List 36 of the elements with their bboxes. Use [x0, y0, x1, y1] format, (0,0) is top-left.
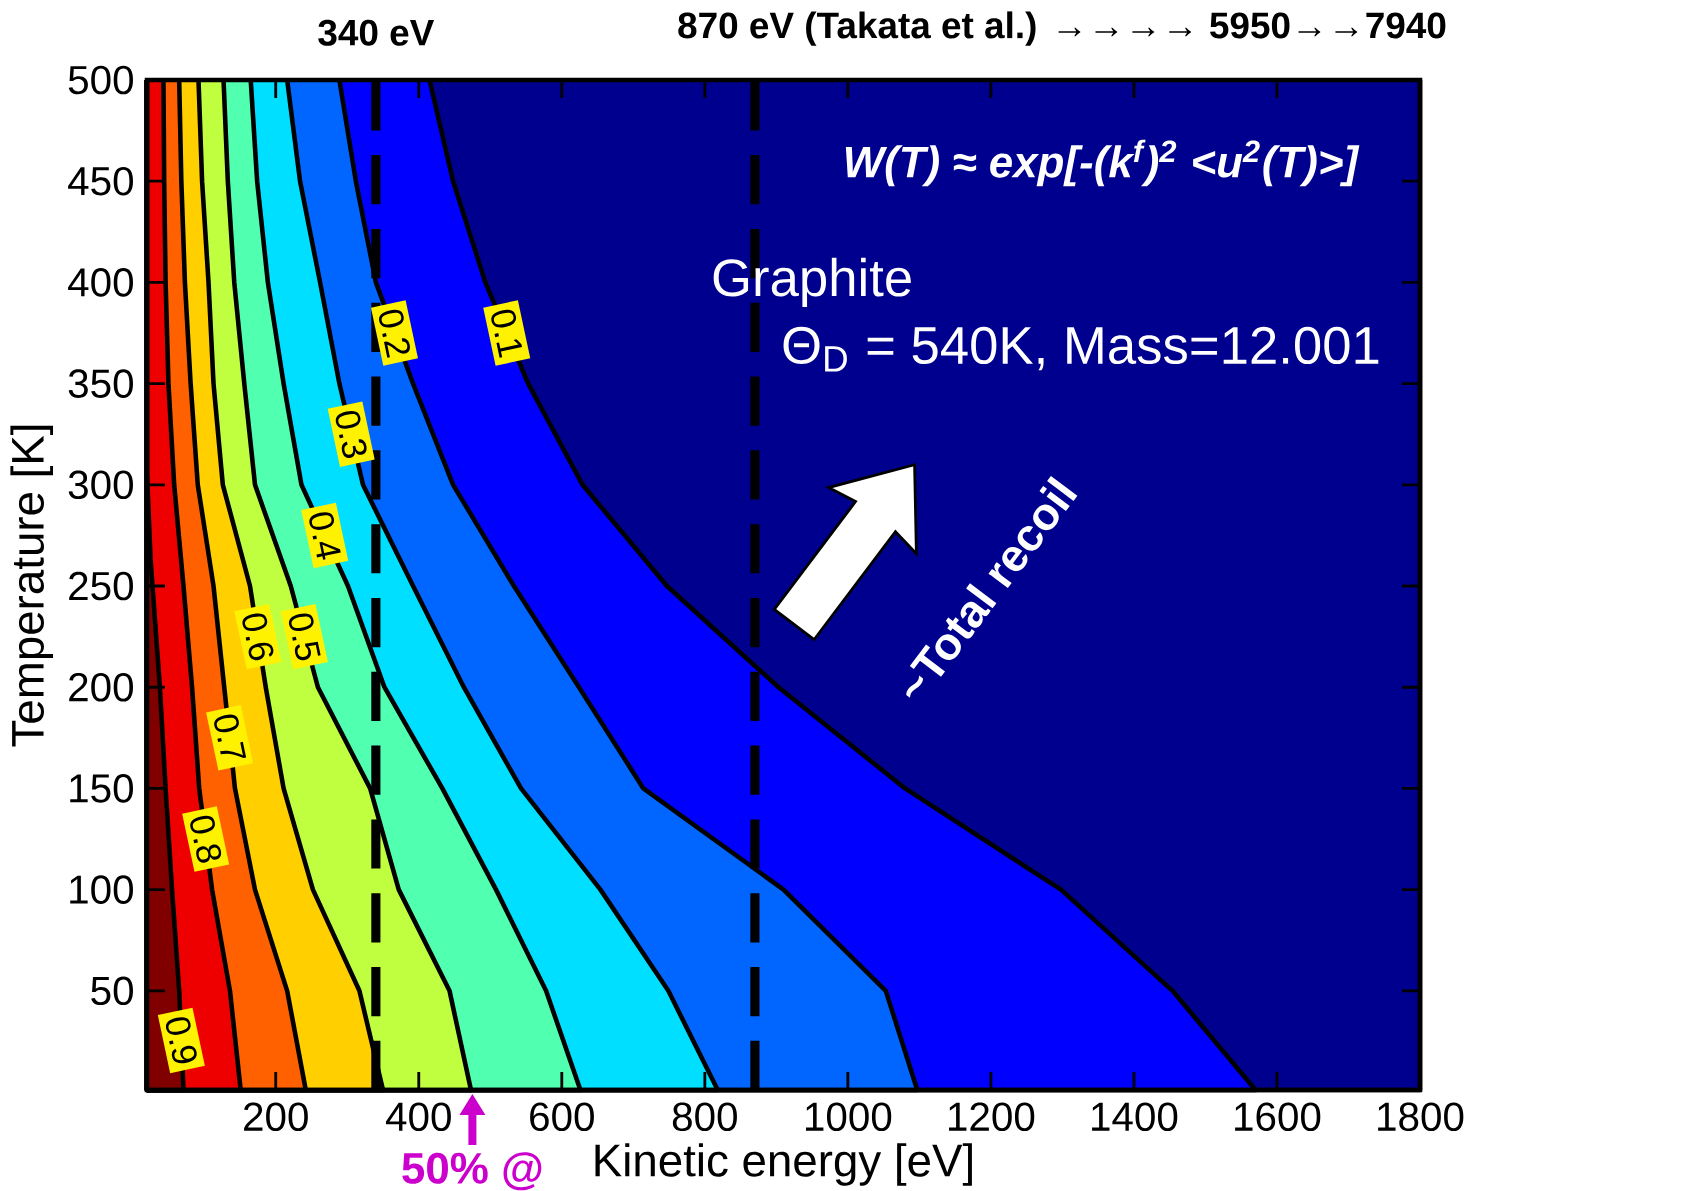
text: 0.5: [288, 613, 321, 661]
text: W(T) ≈ exp[-(k$^{f}$)$^{2}$ <u$^{2}$(T)>]: [845, 139, 1360, 187]
y-tick-label: 500: [68, 65, 133, 95]
series-label: 0.3: [335, 411, 367, 458]
text: 0.4: [309, 512, 341, 560]
x-axis-title: Kinetic energy [eV]: [595, 1143, 972, 1186]
y-tick-label: 450: [68, 166, 133, 196]
y-tick-label: 150: [70, 774, 133, 803]
annotation: Graphite: [713, 257, 911, 307]
x-tick-label: 1600: [1235, 1102, 1321, 1132]
y-tick-label: 350: [68, 369, 133, 398]
y-tick-label: 250: [69, 571, 133, 601]
annotation: Θ$_{D}$ = 540K, Mass=12.001: [783, 326, 1379, 372]
x-tick-label: 1200: [949, 1102, 1035, 1132]
x-tick-label: 1400: [1092, 1102, 1178, 1132]
series-label: 0.1: [491, 309, 523, 358]
text: 50% @: [402, 1152, 542, 1191]
ref-line-label: 340 eV: [318, 19, 435, 46]
x-tick-label: 200: [244, 1102, 308, 1132]
text: 0.7: [214, 714, 247, 759]
y-tick-label: 400: [68, 268, 133, 297]
x-tick-label: 600: [530, 1102, 594, 1132]
series-label: 0.9: [165, 1017, 197, 1064]
x-tick-label: 1000: [806, 1102, 892, 1132]
x-tick-label: 800: [672, 1102, 737, 1132]
series-label: 0.2: [379, 309, 410, 358]
x-tick-label: 400: [385, 1102, 451, 1132]
text: 0.6: [242, 613, 274, 661]
y-axis-title: Temperature [K]: [10, 425, 54, 747]
y-tick-label: 100: [70, 875, 133, 904]
y-tick-label: 50: [91, 976, 133, 1006]
x-tick-label: 1800: [1378, 1102, 1464, 1132]
y-tick-label: 200: [69, 672, 133, 702]
series-label: 0.8: [190, 815, 222, 863]
y-tick-label: 300: [68, 470, 133, 500]
ref-line-label: 870 eV (Takata et al.) →→→→ 5950→→7940: [678, 11, 1446, 46]
